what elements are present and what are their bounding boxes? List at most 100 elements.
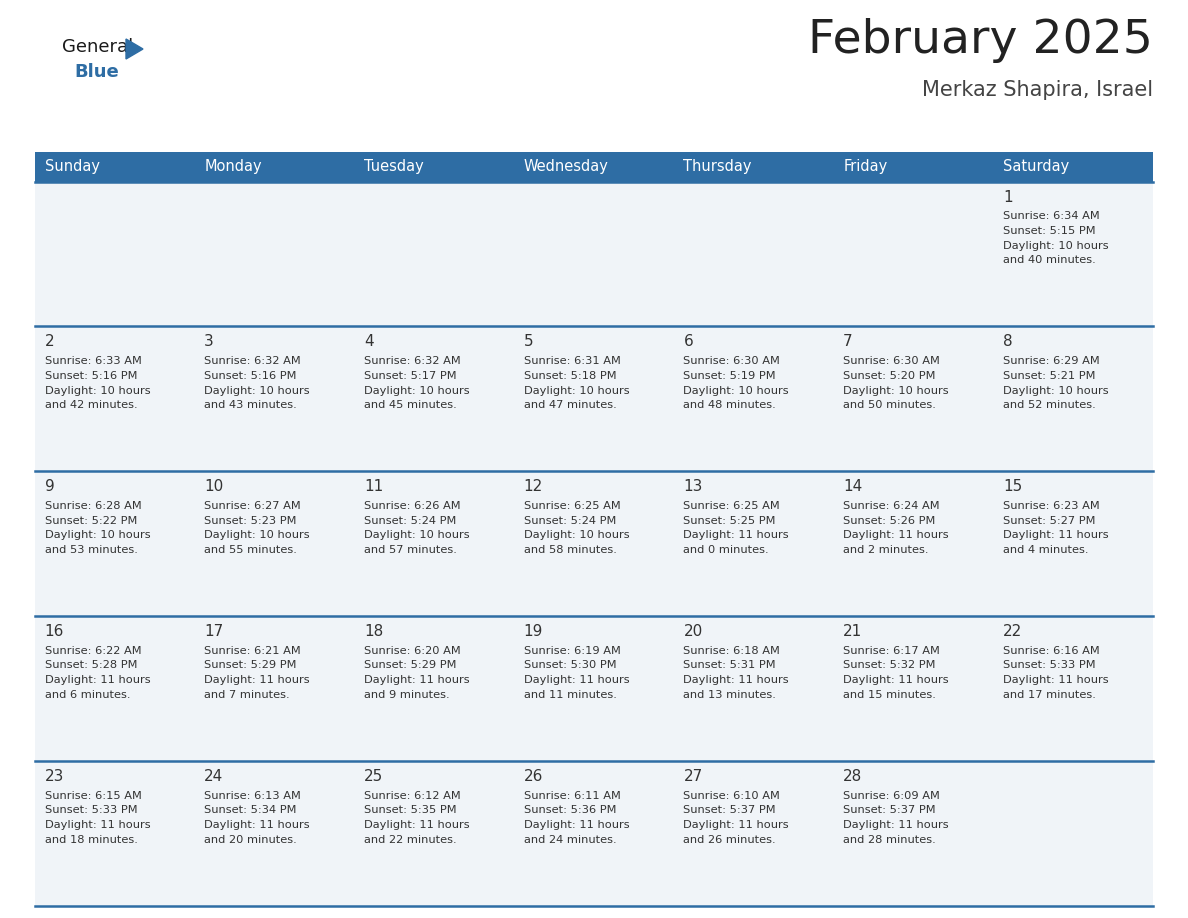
Text: Sunset: 5:27 PM: Sunset: 5:27 PM (1003, 516, 1095, 526)
Text: Daylight: 11 hours: Daylight: 11 hours (843, 676, 949, 686)
Text: Sunrise: 6:31 AM: Sunrise: 6:31 AM (524, 356, 620, 366)
Bar (354, 327, 514, 471)
Text: Sunset: 5:20 PM: Sunset: 5:20 PM (843, 371, 936, 381)
Text: Sunset: 5:34 PM: Sunset: 5:34 PM (204, 805, 297, 815)
Text: Sunset: 5:30 PM: Sunset: 5:30 PM (524, 660, 617, 670)
Text: Daylight: 10 hours: Daylight: 10 hours (524, 531, 630, 541)
Bar (834, 152, 993, 182)
Text: and 48 minutes.: and 48 minutes. (683, 400, 776, 410)
Text: Sunrise: 6:15 AM: Sunrise: 6:15 AM (45, 790, 141, 800)
Bar (834, 471, 993, 616)
Text: Sunset: 5:16 PM: Sunset: 5:16 PM (45, 371, 137, 381)
Text: Sunset: 5:19 PM: Sunset: 5:19 PM (683, 371, 776, 381)
Text: 25: 25 (364, 769, 384, 784)
Text: Sunset: 5:25 PM: Sunset: 5:25 PM (683, 516, 776, 526)
Bar (195, 182, 354, 327)
Text: and 50 minutes.: and 50 minutes. (843, 400, 936, 410)
Text: Sunrise: 6:13 AM: Sunrise: 6:13 AM (204, 790, 302, 800)
Text: Daylight: 10 hours: Daylight: 10 hours (364, 531, 469, 541)
Text: Sunrise: 6:12 AM: Sunrise: 6:12 AM (364, 790, 461, 800)
Bar (354, 471, 514, 616)
Text: Daylight: 10 hours: Daylight: 10 hours (1003, 241, 1108, 251)
Text: Sunset: 5:37 PM: Sunset: 5:37 PM (683, 805, 776, 815)
Text: 27: 27 (683, 769, 702, 784)
Text: Tuesday: Tuesday (364, 159, 424, 174)
Text: Sunrise: 6:34 AM: Sunrise: 6:34 AM (1003, 211, 1100, 221)
Text: Sunset: 5:37 PM: Sunset: 5:37 PM (843, 805, 936, 815)
Bar (514, 761, 674, 906)
Bar (34, 327, 195, 471)
Text: Sunset: 5:32 PM: Sunset: 5:32 PM (843, 660, 936, 670)
Text: 21: 21 (843, 624, 862, 639)
Text: and 18 minutes.: and 18 minutes. (45, 835, 138, 845)
Text: Sunset: 5:21 PM: Sunset: 5:21 PM (1003, 371, 1095, 381)
Text: Friday: Friday (843, 159, 887, 174)
Bar (514, 327, 674, 471)
Bar (514, 616, 674, 761)
Text: 15: 15 (1003, 479, 1022, 494)
Bar (195, 616, 354, 761)
Text: and 55 minutes.: and 55 minutes. (204, 545, 297, 555)
Text: Sunrise: 6:21 AM: Sunrise: 6:21 AM (204, 645, 301, 655)
Bar (354, 616, 514, 761)
Text: and 40 minutes.: and 40 minutes. (1003, 255, 1095, 265)
Bar (514, 182, 674, 327)
Text: 22: 22 (1003, 624, 1022, 639)
Text: Sunrise: 6:32 AM: Sunrise: 6:32 AM (204, 356, 301, 366)
Text: Sunrise: 6:24 AM: Sunrise: 6:24 AM (843, 501, 940, 510)
Text: Sunrise: 6:20 AM: Sunrise: 6:20 AM (364, 645, 461, 655)
Text: 11: 11 (364, 479, 384, 494)
Text: Daylight: 11 hours: Daylight: 11 hours (45, 676, 150, 686)
Text: Sunrise: 6:23 AM: Sunrise: 6:23 AM (1003, 501, 1100, 510)
Text: 16: 16 (45, 624, 64, 639)
Text: Daylight: 10 hours: Daylight: 10 hours (204, 386, 310, 396)
Text: Sunset: 5:17 PM: Sunset: 5:17 PM (364, 371, 456, 381)
Bar (674, 471, 834, 616)
Text: and 17 minutes.: and 17 minutes. (1003, 690, 1095, 700)
Bar (834, 616, 993, 761)
Polygon shape (126, 39, 143, 59)
Bar (674, 327, 834, 471)
Text: and 42 minutes.: and 42 minutes. (45, 400, 137, 410)
Text: and 11 minutes.: and 11 minutes. (524, 690, 617, 700)
Bar (674, 616, 834, 761)
Text: General: General (62, 38, 133, 56)
Bar (34, 182, 195, 327)
Text: Sunrise: 6:26 AM: Sunrise: 6:26 AM (364, 501, 461, 510)
Bar (354, 152, 514, 182)
Text: Sunset: 5:24 PM: Sunset: 5:24 PM (364, 516, 456, 526)
Text: Daylight: 11 hours: Daylight: 11 hours (683, 531, 789, 541)
Text: and 4 minutes.: and 4 minutes. (1003, 545, 1088, 555)
Text: Daylight: 10 hours: Daylight: 10 hours (364, 386, 469, 396)
Text: and 45 minutes.: and 45 minutes. (364, 400, 456, 410)
Text: Sunset: 5:33 PM: Sunset: 5:33 PM (1003, 660, 1095, 670)
Text: Daylight: 10 hours: Daylight: 10 hours (843, 386, 949, 396)
Text: and 58 minutes.: and 58 minutes. (524, 545, 617, 555)
Text: Daylight: 11 hours: Daylight: 11 hours (843, 531, 949, 541)
Text: and 15 minutes.: and 15 minutes. (843, 690, 936, 700)
Bar (195, 761, 354, 906)
Text: Daylight: 11 hours: Daylight: 11 hours (364, 820, 469, 830)
Bar (993, 616, 1154, 761)
Text: 2: 2 (45, 334, 55, 350)
Text: and 47 minutes.: and 47 minutes. (524, 400, 617, 410)
Text: Sunset: 5:33 PM: Sunset: 5:33 PM (45, 805, 137, 815)
Bar (674, 152, 834, 182)
Text: Thursday: Thursday (683, 159, 752, 174)
Text: Sunset: 5:29 PM: Sunset: 5:29 PM (364, 660, 456, 670)
Text: 14: 14 (843, 479, 862, 494)
Bar (34, 761, 195, 906)
Text: 5: 5 (524, 334, 533, 350)
Text: Daylight: 10 hours: Daylight: 10 hours (45, 386, 150, 396)
Text: Sunrise: 6:33 AM: Sunrise: 6:33 AM (45, 356, 141, 366)
Text: Merkaz Shapira, Israel: Merkaz Shapira, Israel (922, 80, 1154, 100)
Text: Sunrise: 6:30 AM: Sunrise: 6:30 AM (843, 356, 940, 366)
Text: Sunset: 5:29 PM: Sunset: 5:29 PM (204, 660, 297, 670)
Text: and 9 minutes.: and 9 minutes. (364, 690, 449, 700)
Text: and 53 minutes.: and 53 minutes. (45, 545, 138, 555)
Text: Sunset: 5:22 PM: Sunset: 5:22 PM (45, 516, 137, 526)
Text: Sunset: 5:23 PM: Sunset: 5:23 PM (204, 516, 297, 526)
Text: 10: 10 (204, 479, 223, 494)
Text: 13: 13 (683, 479, 703, 494)
Text: and 22 minutes.: and 22 minutes. (364, 835, 456, 845)
